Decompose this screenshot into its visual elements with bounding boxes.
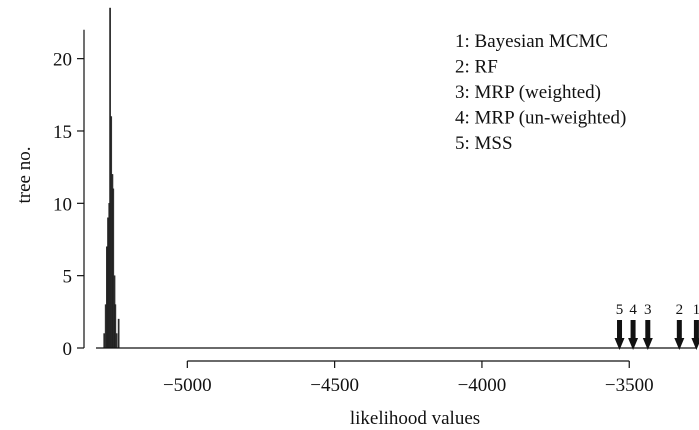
marker-label: 2 bbox=[676, 302, 684, 318]
x-tick-label: −4000 bbox=[458, 375, 507, 396]
y-tick-label: 20 bbox=[53, 50, 72, 71]
histogram-bar bbox=[117, 318, 120, 349]
legend-entry: 5: MSS bbox=[455, 133, 513, 154]
y-tick-label: 15 bbox=[53, 122, 72, 143]
y-tick-label: 0 bbox=[63, 339, 73, 360]
y-tick-label: 5 bbox=[63, 267, 73, 288]
marker-arrow-head bbox=[614, 338, 625, 350]
marker-arrow-head bbox=[642, 338, 653, 350]
marker-label: 4 bbox=[629, 302, 637, 318]
marker-arrow-shaft bbox=[676, 320, 682, 340]
marker-arrow-head bbox=[674, 338, 685, 350]
legend-entry: 2: RF bbox=[455, 57, 498, 78]
marker-arrow-head bbox=[628, 338, 639, 350]
marker-label: 1 bbox=[693, 302, 699, 318]
legend-entry: 1: Bayesian MCMC bbox=[455, 31, 608, 52]
histogram-bar bbox=[115, 333, 118, 349]
legend-entry: 4: MRP (un-weighted) bbox=[455, 108, 626, 129]
legend-entry: 3: MRP (weighted) bbox=[455, 82, 601, 103]
x-axis-title: likelihood values bbox=[350, 408, 480, 429]
x-tick-label: −3500 bbox=[605, 375, 654, 396]
marker-label: 5 bbox=[616, 302, 624, 318]
marker-arrow-shaft bbox=[630, 320, 636, 340]
marker-arrow-shaft bbox=[617, 320, 623, 340]
legend: 1: Bayesian MCMC 2: RF 3: MRP (weighted) 4:… bbox=[455, 31, 626, 154]
x-tick-label: −5000 bbox=[163, 375, 212, 396]
x-tick-label: −4500 bbox=[310, 375, 359, 396]
histogram-bars bbox=[103, 7, 120, 349]
y-tick-label: 10 bbox=[53, 194, 72, 215]
histogram-bar bbox=[103, 333, 105, 349]
marker-label: 3 bbox=[644, 302, 652, 318]
marker-arrow-head bbox=[691, 338, 699, 350]
marker-arrow-shaft bbox=[645, 320, 651, 340]
marker-arrow-shaft bbox=[693, 320, 699, 340]
y-axis-title: tree no. bbox=[14, 147, 35, 204]
